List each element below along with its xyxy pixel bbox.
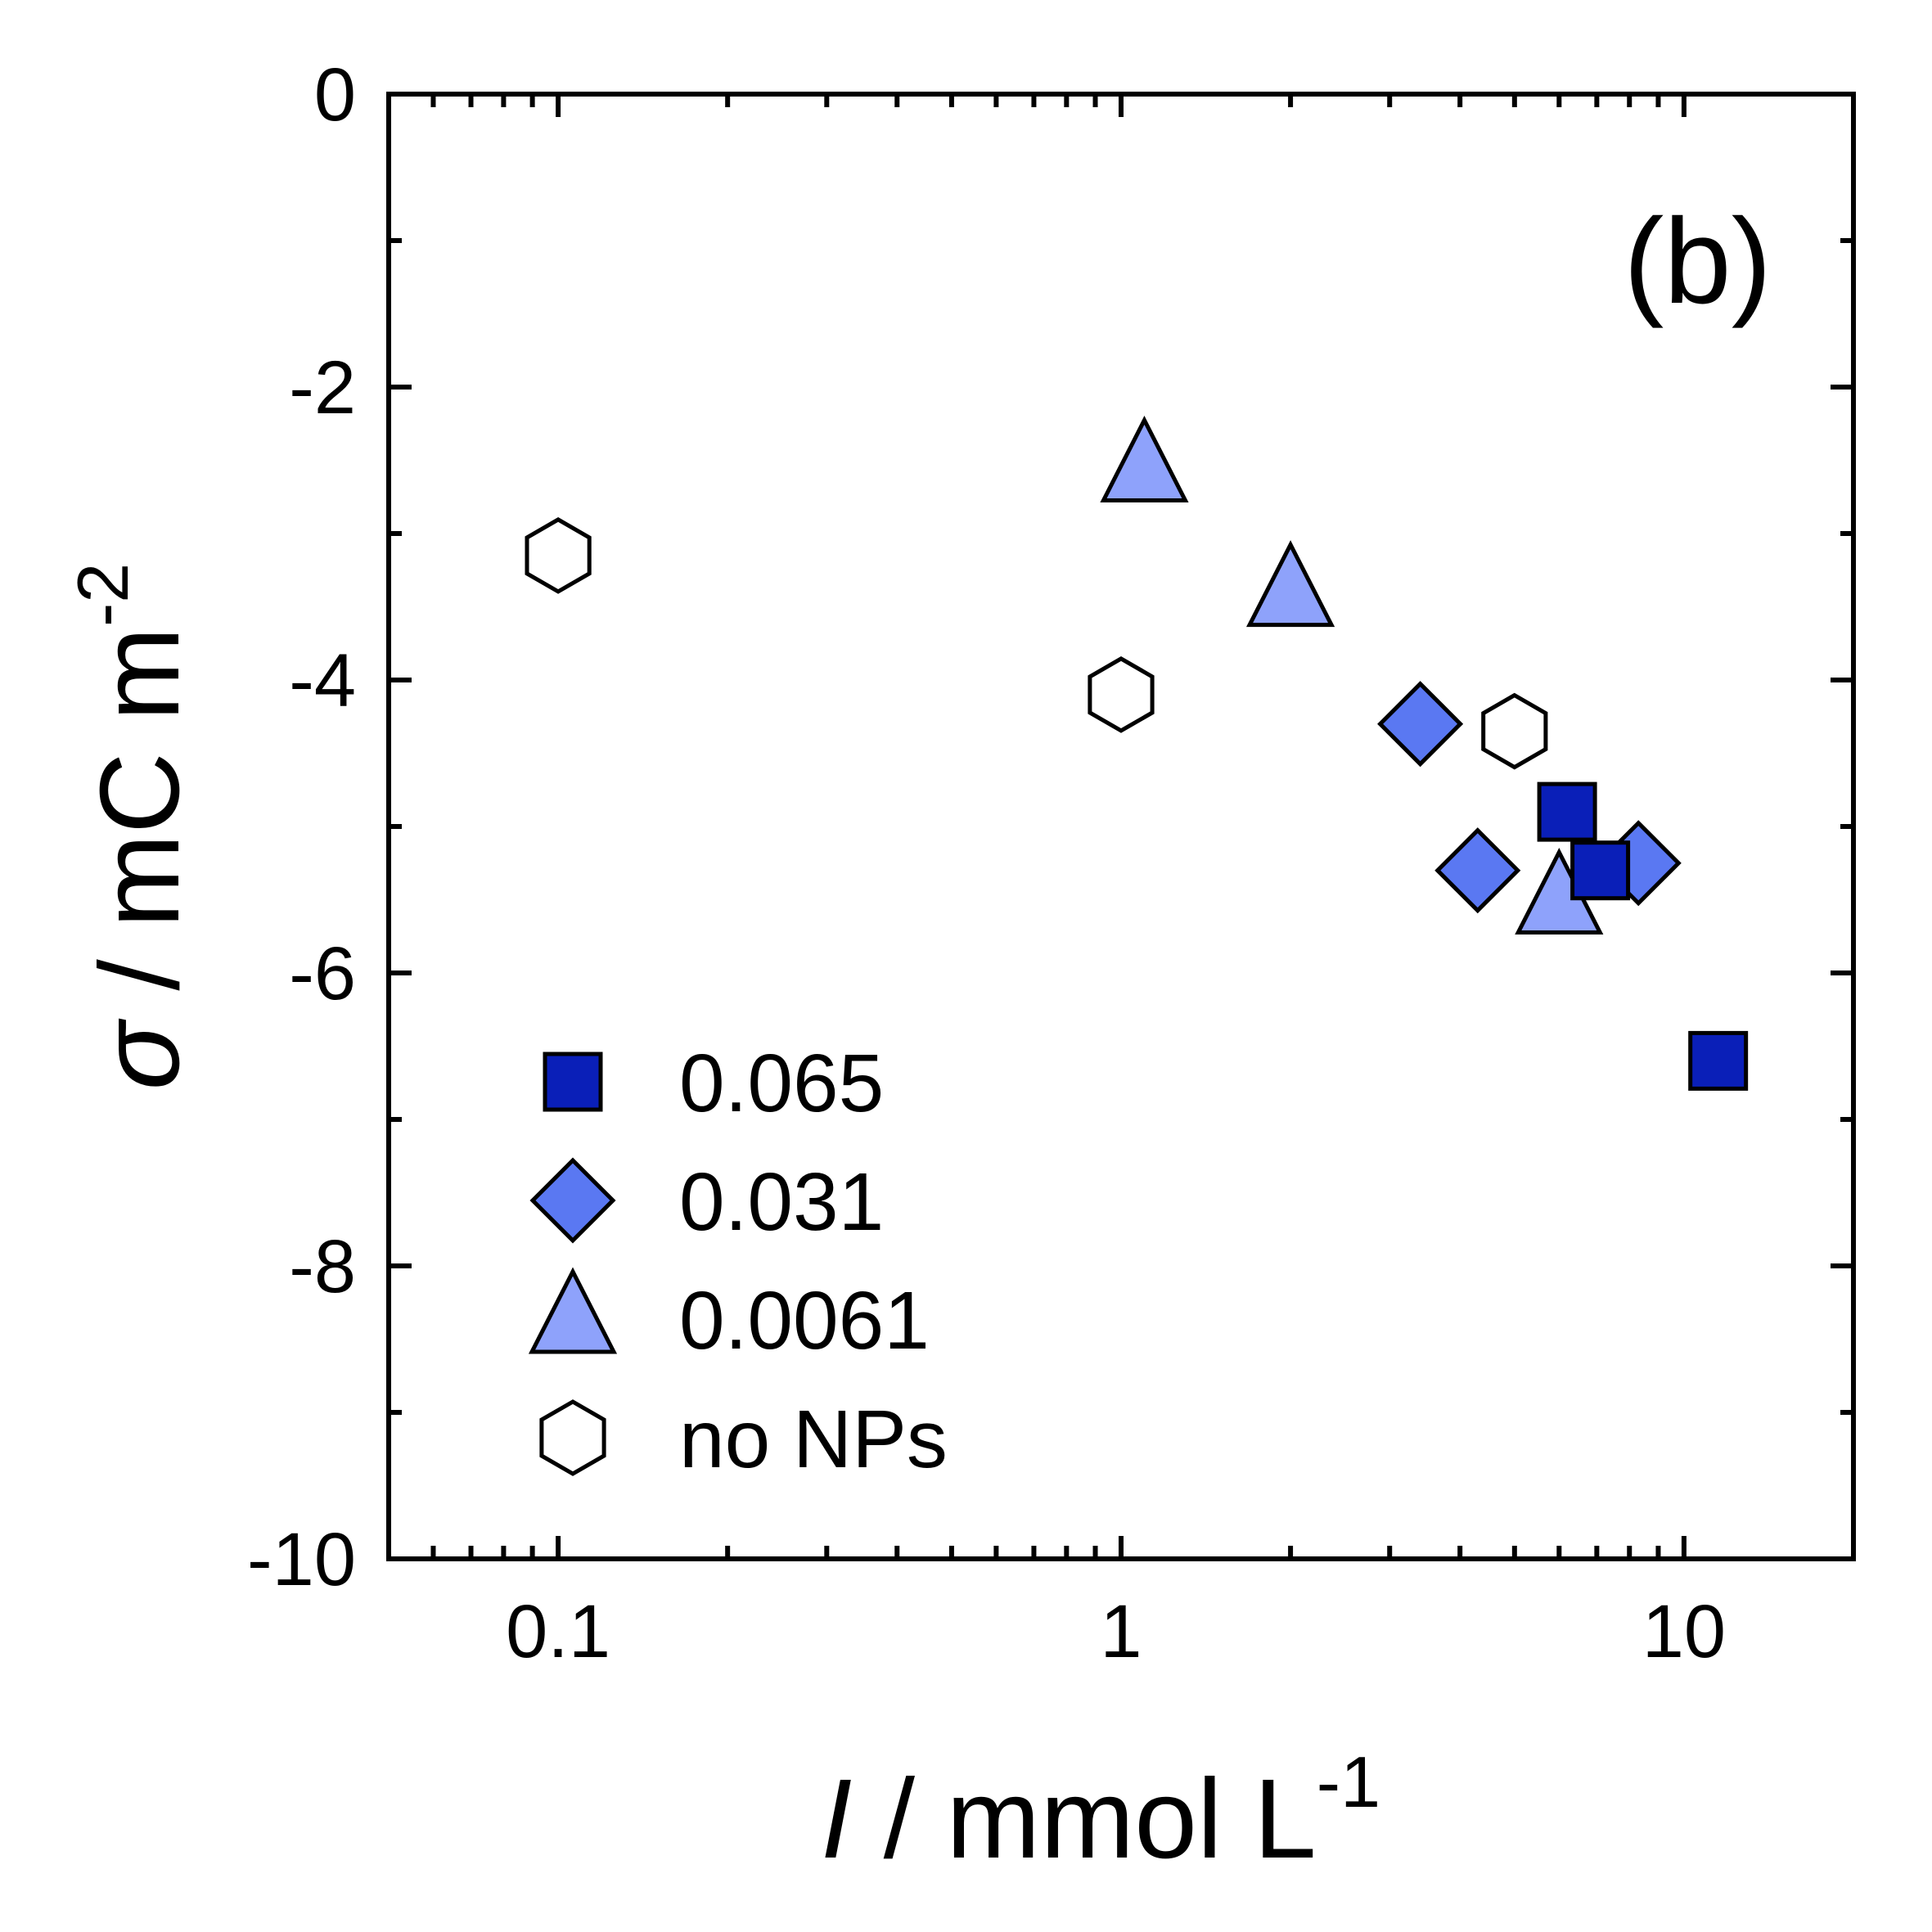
- legend-marker-square: [543, 1052, 603, 1112]
- legend: 0.065 0.031 0.0061 no NPs: [528, 1038, 948, 1485]
- plot-frame: [386, 92, 1856, 1561]
- x-axis-title-sup: -1: [1317, 1741, 1380, 1822]
- data-point-hexagon: [525, 517, 592, 594]
- x-axis-title-italic: I: [821, 1756, 852, 1882]
- data-point-diamond: [1377, 681, 1464, 768]
- tick-labels: 0.1 1 10 0 -2 -4 -6 -8 -10: [247, 53, 1726, 1673]
- data-point-triangle: [1100, 415, 1189, 502]
- y-tick-label: -4: [289, 639, 356, 723]
- y-tick-label: -10: [247, 1518, 356, 1601]
- legend-marker-triangle: [528, 1267, 618, 1354]
- x-tick-label: 10: [1642, 1590, 1726, 1673]
- data-point-diamond: [1434, 827, 1521, 914]
- legend-label: 0.065: [679, 1038, 884, 1129]
- y-tick-label: -6: [289, 932, 356, 1016]
- legend-label: no NPs: [679, 1394, 948, 1485]
- legend-marker-hexagon: [539, 1399, 606, 1476]
- y-axis-title-italic: σ: [77, 1018, 203, 1090]
- data-point-square: [1570, 840, 1631, 901]
- legend-label: 0.0061: [679, 1275, 930, 1367]
- y-tick-label: -2: [289, 346, 356, 430]
- y-axis-title: σ / mC m-2: [62, 563, 203, 1090]
- data-point-hexagon: [1481, 692, 1548, 770]
- x-axis-title: I / mmol L-1: [821, 1741, 1380, 1882]
- x-tick-label: 0.1: [506, 1590, 610, 1673]
- data-point-hexagon: [1088, 656, 1155, 733]
- panel-label: (b): [1624, 194, 1772, 329]
- legend-marker-diamond: [529, 1157, 616, 1244]
- x-axis-title-text: / mmol L: [852, 1756, 1316, 1882]
- data-point-square: [1537, 781, 1597, 842]
- y-axis-title-sup: -2: [62, 563, 143, 627]
- data-point-triangle: [1246, 540, 1335, 628]
- legend-label: 0.031: [679, 1156, 884, 1248]
- y-tick-label: 0: [314, 53, 356, 137]
- y-tick-label: -8: [289, 1225, 356, 1308]
- x-tick-label: 1: [1100, 1590, 1142, 1673]
- data-markers: [525, 415, 1749, 1091]
- data-point-square: [1688, 1030, 1749, 1091]
- y-axis-title-text: / mC m: [77, 627, 203, 1022]
